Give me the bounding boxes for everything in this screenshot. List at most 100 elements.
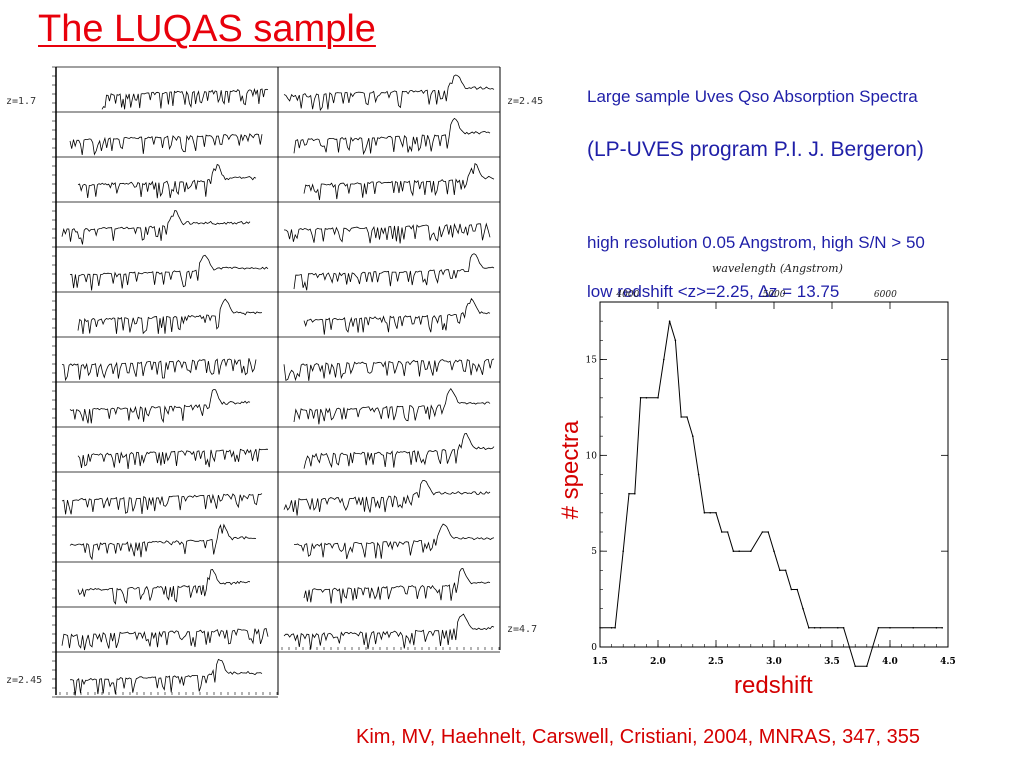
x-tick-label: 2.0 bbox=[650, 657, 666, 667]
y-tick-label: 15 bbox=[586, 356, 598, 366]
data-point bbox=[773, 550, 775, 552]
spectrum-trace bbox=[303, 433, 495, 469]
data-point bbox=[680, 416, 682, 418]
data-point bbox=[726, 531, 729, 533]
data-point bbox=[657, 397, 659, 399]
top-axis-label: wavelength (Angstrom) bbox=[712, 262, 843, 275]
spectrum-trace bbox=[61, 358, 257, 382]
spectrum-trace bbox=[303, 568, 491, 604]
x-tick-label: 1.5 bbox=[592, 657, 608, 667]
data-point bbox=[610, 627, 613, 629]
spectrum-trace bbox=[293, 117, 491, 156]
histogram-line bbox=[600, 321, 943, 667]
data-point bbox=[819, 627, 822, 629]
description-line-1: Large sample Uves Qso Absorption Spectra bbox=[587, 87, 918, 106]
spectrum-trace bbox=[69, 388, 251, 424]
data-point bbox=[802, 607, 804, 610]
plot-frame bbox=[599, 301, 949, 648]
data-point bbox=[732, 550, 735, 552]
x-tick-label: 4.0 bbox=[882, 657, 898, 667]
data-point bbox=[837, 627, 839, 629]
data-point bbox=[663, 358, 665, 361]
description-line-4: low redshift <z>=2.25, ∆z = 13.75 bbox=[587, 282, 840, 301]
z-label-bottom-left: z=2.45 bbox=[6, 675, 43, 686]
data-point bbox=[808, 627, 810, 629]
y-tick-label: 10 bbox=[586, 451, 598, 461]
redshift-histogram: 1.5 2.0 2.5 3.0 3.5 4.0 4.5 0 5 10 15 4000 5000 6000 bbox=[586, 290, 956, 667]
description-line-3: high resolution 0.05 Angstrom, high S/N … bbox=[587, 233, 925, 252]
data-point bbox=[912, 627, 914, 629]
data-point bbox=[668, 320, 671, 322]
spectrum-trace bbox=[77, 569, 251, 605]
data-point bbox=[686, 416, 688, 418]
spectrum-trace bbox=[69, 523, 257, 561]
top-tick-label: 4000 bbox=[615, 290, 639, 300]
y-tick-label: 0 bbox=[591, 643, 597, 653]
top-tick-label: 5000 bbox=[763, 290, 786, 300]
spectrum-trace bbox=[303, 163, 495, 201]
data-point bbox=[848, 646, 851, 648]
data-point bbox=[842, 627, 845, 629]
data-point bbox=[715, 512, 717, 514]
slide-title: The LUQAS sample bbox=[38, 8, 376, 50]
data-point bbox=[767, 531, 769, 533]
spectrum-trace bbox=[69, 254, 269, 291]
y-axis-label: # spectra bbox=[557, 420, 584, 519]
spectrum-trace bbox=[293, 387, 491, 425]
x-tick-label: 2.5 bbox=[708, 657, 724, 667]
data-point bbox=[599, 627, 601, 629]
spectrum-trace bbox=[283, 480, 491, 516]
spectrum-trace bbox=[69, 133, 263, 156]
reference-citation: Kim, MV, Haehnelt, Carswell, Cristiani, … bbox=[356, 726, 920, 748]
data-point bbox=[889, 627, 891, 629]
top-tick-label: 6000 bbox=[874, 290, 897, 300]
spectrum-trace bbox=[283, 74, 495, 112]
data-point bbox=[634, 492, 636, 495]
data-point bbox=[703, 512, 706, 514]
spectrum-trace bbox=[77, 448, 269, 470]
data-point bbox=[935, 627, 938, 629]
z-label-right-bottom: z=4.7 bbox=[507, 624, 538, 635]
x-tick-label: 4.5 bbox=[940, 657, 956, 667]
data-point bbox=[796, 588, 798, 591]
z-label-top-right: z=2.45 bbox=[507, 96, 544, 107]
spectrum-trace bbox=[283, 613, 495, 650]
spectrum-trace bbox=[303, 297, 491, 335]
data-point bbox=[709, 512, 711, 514]
x-tick-label: 3.5 bbox=[824, 657, 840, 667]
data-point bbox=[866, 665, 868, 667]
spectrum-trace bbox=[61, 627, 269, 651]
data-point bbox=[697, 473, 700, 476]
data-point bbox=[877, 627, 880, 629]
data-point bbox=[721, 531, 723, 533]
data-point bbox=[622, 550, 624, 552]
x-tick-label: 3.0 bbox=[766, 657, 782, 667]
spectrum-trace bbox=[293, 253, 495, 291]
data-point bbox=[854, 665, 856, 667]
data-point bbox=[784, 569, 787, 572]
spectrum-trace bbox=[69, 658, 263, 696]
data-point bbox=[871, 646, 874, 648]
data-point bbox=[674, 339, 677, 342]
data-point bbox=[813, 627, 816, 629]
data-point bbox=[779, 569, 781, 572]
y-axis-title: # spectra bbox=[540, 390, 600, 550]
x-axis-title: redshift bbox=[734, 672, 813, 699]
data-point bbox=[628, 492, 630, 495]
spectrum-trace bbox=[283, 358, 495, 382]
spectra-grid bbox=[52, 66, 501, 698]
data-point bbox=[761, 531, 764, 533]
data-point bbox=[738, 550, 740, 552]
data-point bbox=[941, 627, 943, 629]
data-point bbox=[639, 397, 642, 399]
spectrum-trace bbox=[101, 87, 269, 110]
spectrum-trace bbox=[77, 163, 257, 199]
spectrum-trace bbox=[61, 493, 263, 515]
data-point bbox=[645, 397, 648, 399]
data-point bbox=[614, 627, 616, 629]
description-line-2: (LP-UVES program P.I. J. Bergeron) bbox=[587, 138, 924, 161]
data-point bbox=[692, 435, 694, 437]
spectrum-trace bbox=[283, 222, 491, 244]
data-point bbox=[750, 550, 752, 552]
spectrum-trace bbox=[293, 523, 495, 560]
